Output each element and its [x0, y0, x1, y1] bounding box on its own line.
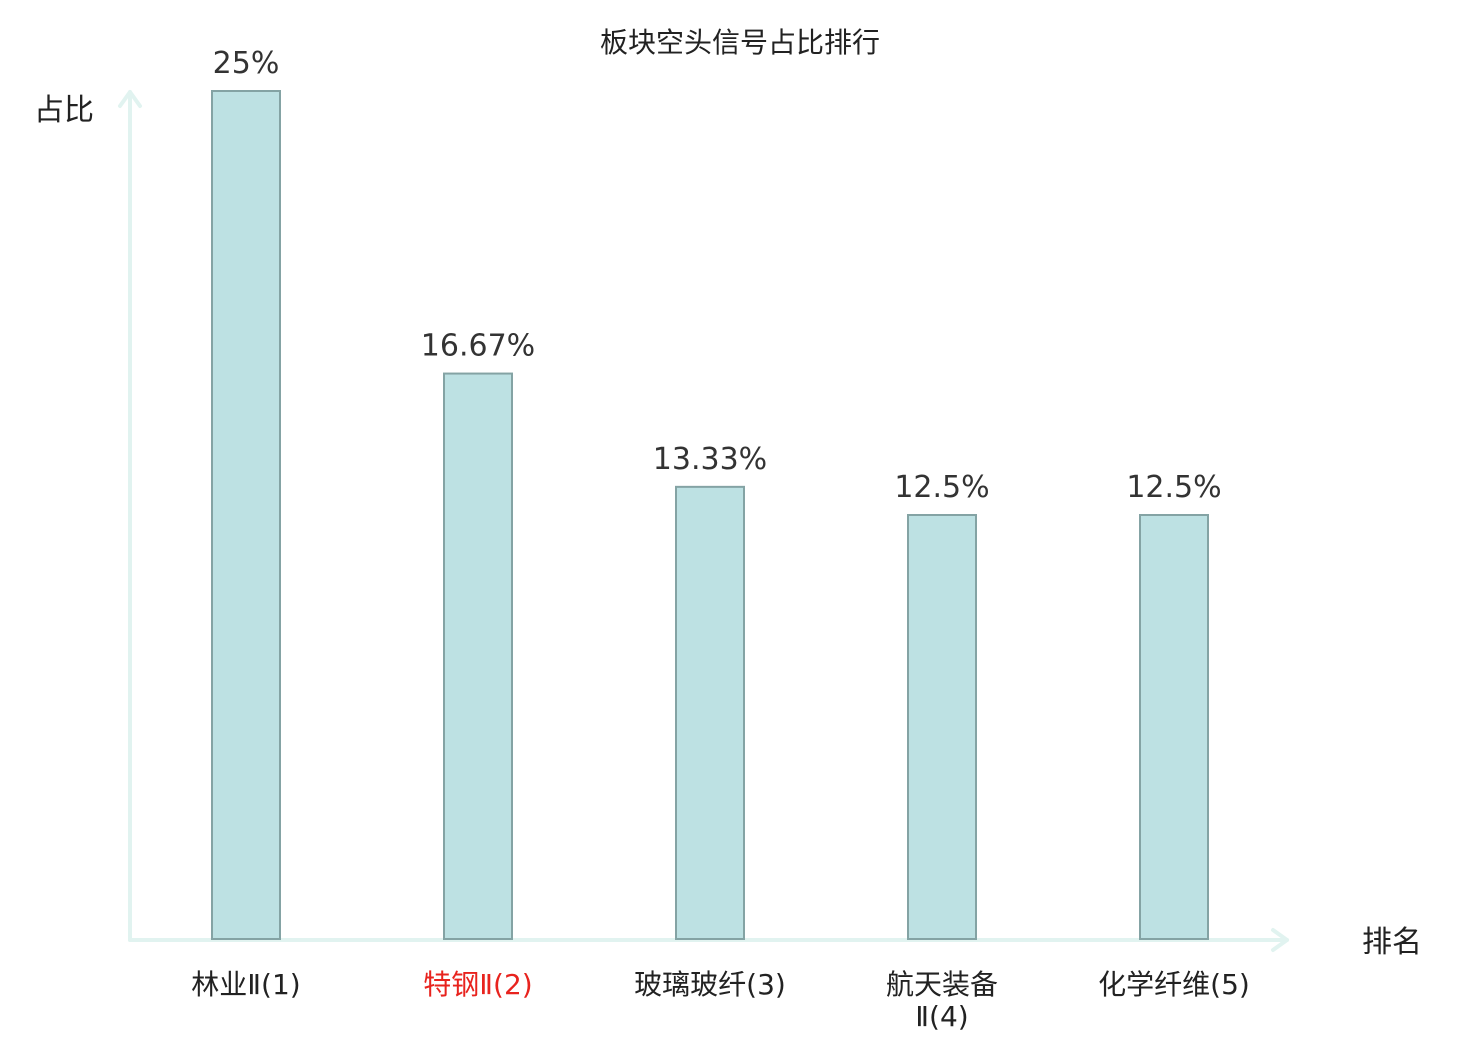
category-label-1: 林业Ⅱ(1) — [191, 968, 300, 1001]
bar-2 — [443, 372, 513, 940]
chart-title: 板块空头信号占比排行 — [600, 26, 880, 59]
x-axis-arrow — [1271, 928, 1289, 952]
bar-3 — [675, 485, 745, 940]
value-label-5: 12.5% — [1126, 470, 1221, 505]
x-axis-label: 排名 — [1362, 925, 1422, 960]
category-label-5: 化学纤维(5) — [1098, 968, 1250, 1001]
category-label-2: 特钢Ⅱ(2) — [423, 968, 532, 1001]
value-label-1: 25% — [213, 46, 280, 81]
y-axis-label: 占比 — [34, 93, 94, 128]
value-label-2: 16.67% — [421, 329, 535, 364]
y-axis-arrow — [118, 90, 142, 108]
y-axis — [118, 90, 142, 942]
category-label-4-line-2: Ⅱ(4) — [915, 1000, 968, 1033]
category-label-4-line-1: 航天装备 — [886, 968, 998, 1001]
bar-4 — [907, 514, 977, 940]
bar-5 — [1139, 514, 1209, 940]
value-label-4: 12.5% — [894, 470, 989, 505]
category-label-3: 玻璃玻纤(3) — [634, 968, 786, 1001]
value-labels-group: 25% 16.67% 13.33% 12.5% 12.5% — [213, 46, 1222, 505]
bars-group — [211, 90, 1209, 940]
bar-1 — [211, 90, 281, 940]
value-label-3: 13.33% — [653, 442, 767, 477]
